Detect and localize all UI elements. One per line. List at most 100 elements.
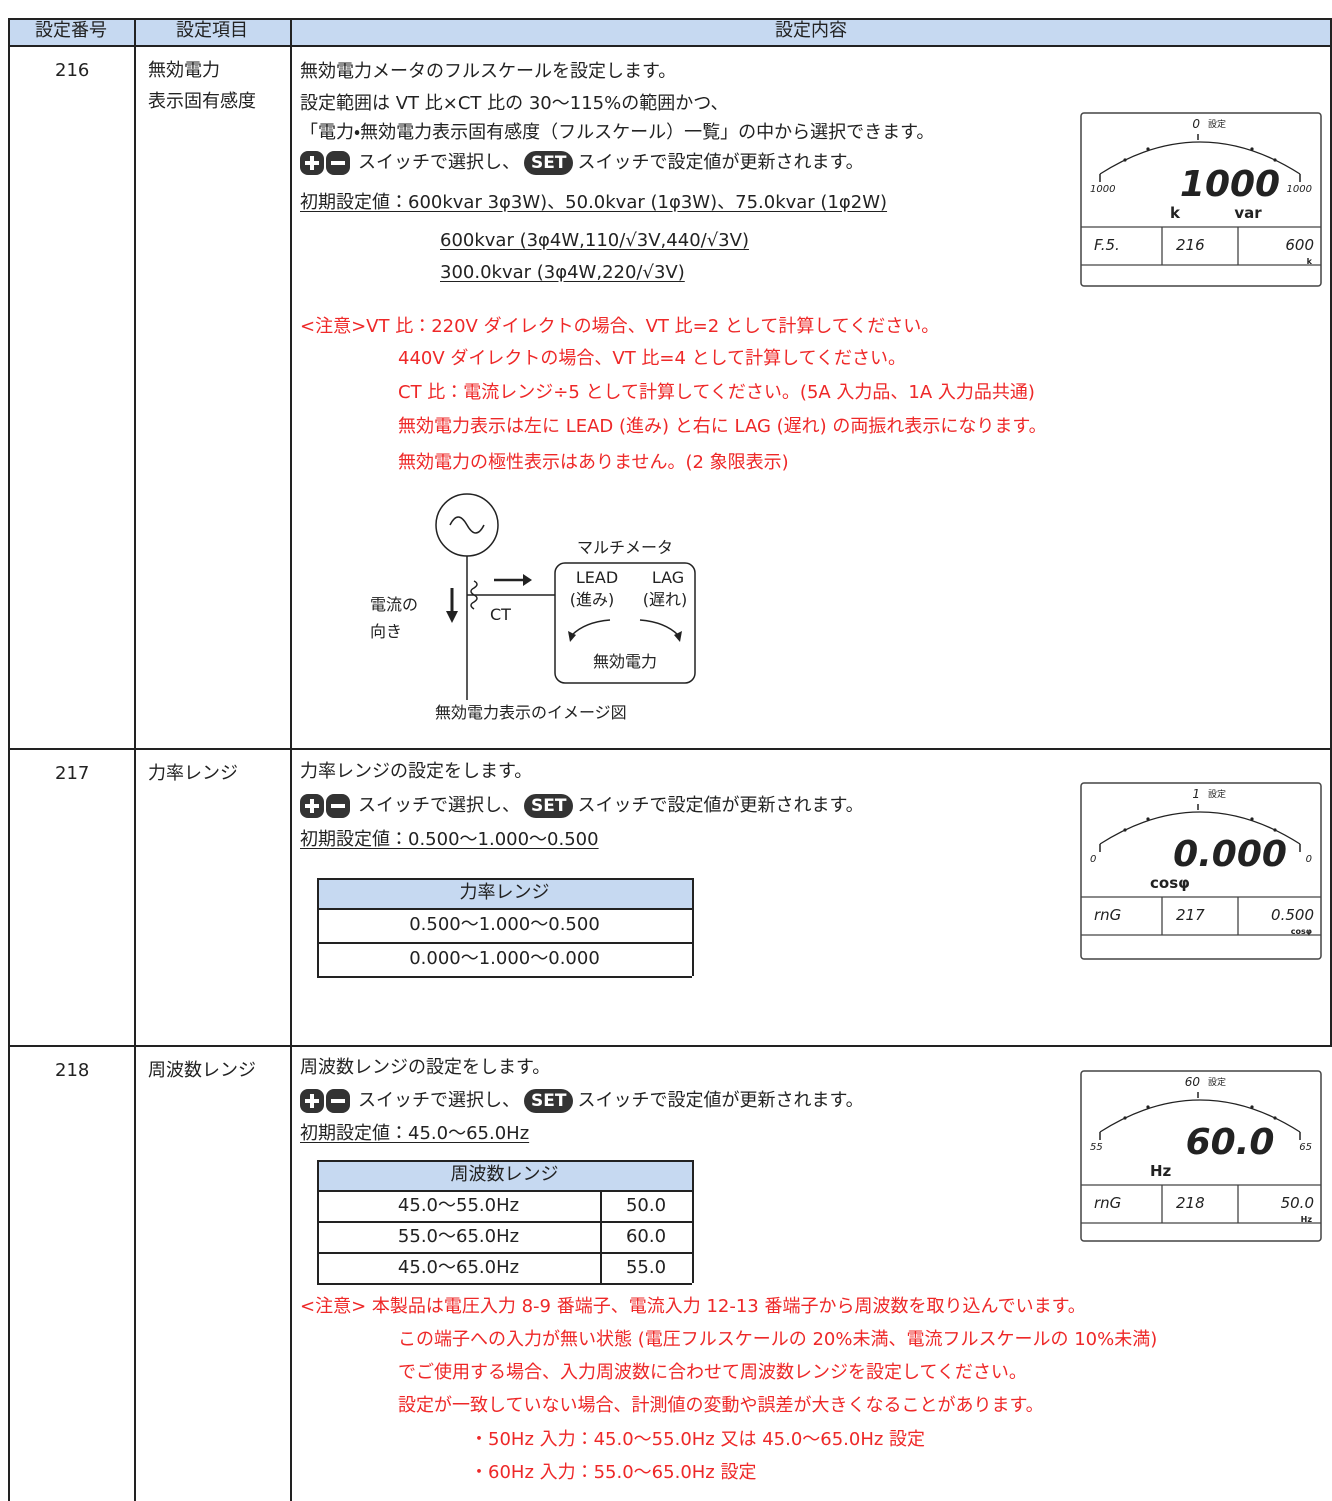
setting-item: 無効電力 [148,60,220,81]
diagram-label: 電流の [370,595,418,614]
meter-text: 1000 [1180,164,1280,205]
meter-text: 50.0 [1281,1194,1314,1212]
meter-text: F.5. [1094,236,1120,254]
switch-line: スイッチで選択し、 SET スイッチで設定値が更新されます。 [300,794,864,818]
header-cell: 設定項目 [176,20,248,41]
meter-dot [1273,1116,1277,1120]
diagram-label: (進み) [570,590,615,609]
meter-text: k [1307,257,1313,266]
minus-button [326,794,350,818]
header-background [8,18,1332,45]
set-button: SET [524,151,574,175]
initial-value: 初期設定値：600kvar 3φ3W)、50.0kvar (1φ3W)、75.0… [300,192,888,213]
header-cell: 設定内容 [775,20,847,41]
diagram-label: LAG [652,568,684,587]
diagram-label: マルチメータ [577,538,673,557]
rule [317,878,692,880]
ac-wave [449,516,485,534]
header-cell: 設定番号 [35,20,107,41]
plus-button [300,151,324,175]
diagram-label: 無効電力表示のイメージ図 [435,703,627,722]
table-cell: 55.0～65.0Hz [397,1225,520,1247]
rule [134,18,136,1501]
meter-text: cosφ [1291,927,1312,936]
initial-value: 600kvar (3φ4W,110/√3V,440/√3V) [440,230,749,251]
meter-text: 設定 [1208,1077,1226,1088]
meter-text: 60 [1185,1075,1201,1089]
meter-text: 0 [1306,854,1312,865]
note: 無効電力表示は左に LEAD (進み) と右に LAG (遅れ) の両振れ表示に… [398,416,1047,437]
meter-text: 217 [1176,906,1205,924]
rule [317,1252,692,1254]
arrow-head [523,574,532,586]
minus-button-bar [331,1099,345,1103]
initial-value: 300.0kvar (3φ4W,220/√3V) [440,262,685,283]
switch-text: スイッチで選択し、 [358,152,520,173]
rule [1330,18,1332,1045]
meter-dot [1146,1105,1150,1109]
meter-text: 0.500 [1271,906,1314,924]
diagram-label: (遅れ) [643,590,688,609]
note: ・50Hz 入力：45.0～55.0Hz 又は 45.0～65.0Hz 設定 [470,1429,926,1450]
description: 力率レンジの設定をします。 [300,761,533,782]
lead-arc [571,619,611,636]
initial-value: 初期設定値：45.0～65.0Hz [300,1123,530,1144]
meter-dot [1250,147,1254,151]
meter-dot [1146,147,1150,151]
switch-text: スイッチで設定値が更新されます。 [577,152,864,173]
minus-button-bar [331,804,345,808]
arrow-head [446,611,458,623]
ct-coil [470,580,478,610]
setting-number: 218 [55,1060,90,1081]
meter-text: 216 [1176,236,1205,254]
plus-button-bar [310,1094,314,1108]
rule [317,878,319,976]
rule [692,878,694,976]
rule [8,18,1332,20]
meter-frame [1080,112,1322,287]
description: 「電力・無効電力表示固有感度（フルスケール）一覧」の中から選択できます。 [300,122,935,143]
meter-text: Hz [1150,1162,1172,1180]
note: <注意>VT 比：220V ダイレクトの場合、VT 比=2 として計算してくださ… [300,316,940,337]
meter-text: 60.0 [1186,1122,1275,1163]
meter-text: 0.000 [1173,834,1287,875]
rule [317,908,692,910]
note: 設定が一致していない場合、計測値の変動や誤差が大きくなることがあります。 [398,1395,1044,1416]
rule [317,1283,692,1285]
plus-button [300,1089,324,1113]
minus-button [326,1089,350,1113]
meter-display: 60 設定 55 65 60.0 Hz rnG 218 50.0 Hz [1080,1070,1322,1242]
switch-text: スイッチで選択し、 [358,795,520,816]
setting-item: 力率レンジ [148,763,238,784]
rule [8,45,1332,47]
diagram-label: CT [490,605,511,624]
switch-line: スイッチで選択し、 SET スイッチで設定値が更新されます。 [300,151,864,175]
description: 無効電力メータのフルスケールを設定します。 [300,61,677,82]
meter-text: 1 [1192,787,1200,801]
switch-text: スイッチで設定値が更新されます。 [577,1090,864,1111]
meter-dot [1250,817,1254,821]
rule [8,1045,1332,1047]
meter-text: 設定 [1208,119,1226,130]
meter-dot [1250,1105,1254,1109]
arrow-head [674,631,682,642]
switch-text: スイッチで設定値が更新されます。 [577,795,864,816]
table-header-background [317,1160,692,1190]
rule [317,942,692,944]
minus-button [326,151,350,175]
minus-button-bar [331,161,345,165]
meter-text: 1000 [1090,184,1115,195]
table-cell: 45.0～65.0Hz [397,1256,520,1278]
table-header: 力率レンジ [459,882,550,903]
rule [600,1190,602,1283]
diagram-label: 無効電力 [593,652,657,671]
meter-text: rnG [1094,906,1121,924]
table-header: 周波数レンジ [450,1164,559,1185]
note: 440V ダイレクトの場合、VT 比=4 として計算してください。 [398,348,907,369]
meter-text: 設定 [1208,789,1226,800]
table-cell: 55.0 [625,1256,667,1278]
note: 無効電力の極性表示はありません。(2 象限表示) [398,452,789,473]
rule [692,1160,694,1283]
note: ・60Hz 入力：55.0～65.0Hz 設定 [470,1462,757,1483]
